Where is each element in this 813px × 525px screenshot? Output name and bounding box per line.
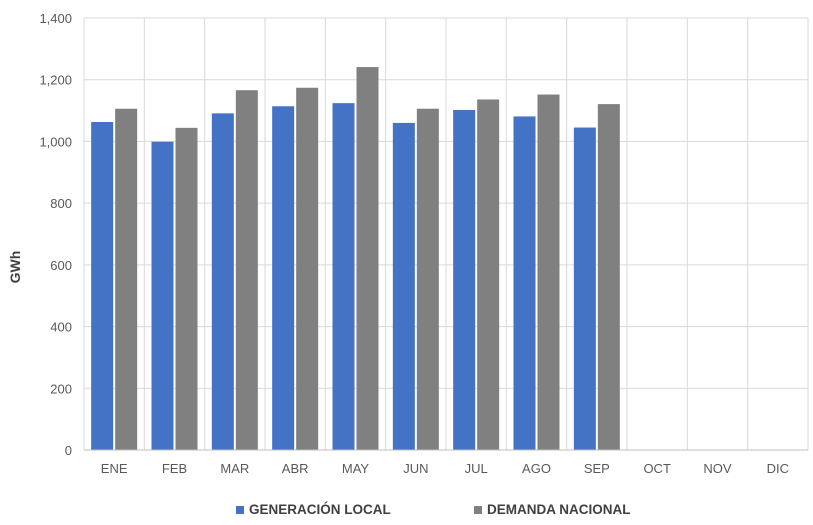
axes: 0 200 400 600 800 1,000 1,200 1,400 ENE FEB MAR ABR… <box>39 11 808 476</box>
y-tick-label: 1,200 <box>39 73 72 88</box>
legend-swatch <box>474 506 482 514</box>
y-tick-label: 1,400 <box>39 11 72 26</box>
bar-demanda-nacional <box>175 127 198 450</box>
x-tick-label: ABR <box>282 461 309 476</box>
gridlines <box>83 17 809 450</box>
bar-generacion-local <box>513 116 536 450</box>
y-tick-label: 0 <box>65 443 72 458</box>
bar-generacion-local <box>573 127 596 451</box>
bar-demanda-nacional <box>356 67 379 450</box>
bar-demanda-nacional <box>597 104 620 450</box>
bar-generacion-local <box>332 103 355 450</box>
bar-demanda-nacional <box>416 108 439 450</box>
x-tick-label: OCT <box>643 461 671 476</box>
x-tick-label: AGO <box>522 461 551 476</box>
legend-swatch <box>236 506 244 514</box>
bar-demanda-nacional <box>477 99 500 450</box>
x-tick-label: DIC <box>767 461 789 476</box>
y-tick-label: 200 <box>50 381 72 396</box>
y-tick-label: 600 <box>50 258 72 273</box>
legend-label: DEMANDA NACIONAL <box>487 502 631 517</box>
bars <box>91 67 620 451</box>
bar-generacion-local <box>453 109 476 450</box>
bar-generacion-local <box>151 141 174 451</box>
x-tick-label: JUN <box>403 461 428 476</box>
y-tick-label: 1,000 <box>39 134 72 149</box>
bar-demanda-nacional <box>537 94 560 451</box>
x-tick-label: FEB <box>162 461 187 476</box>
bar-generacion-local <box>392 122 415 451</box>
legend: GENERACIÓN LOCAL DEMANDA NACIONAL <box>236 502 631 517</box>
y-axis-label: GWh <box>7 251 23 284</box>
y-tick-label: 800 <box>50 196 72 211</box>
x-tick-label: SEP <box>584 461 610 476</box>
bar-demanda-nacional <box>235 90 258 450</box>
x-tick-label: ENE <box>101 461 128 476</box>
y-tick-label: 400 <box>50 320 72 335</box>
x-tick-label: MAR <box>220 461 249 476</box>
x-tick-label: NOV <box>703 461 732 476</box>
bar-demanda-nacional <box>115 108 138 450</box>
bar-generacion-local <box>211 113 234 450</box>
bar-generacion-local <box>272 106 295 450</box>
x-tick-label: MAY <box>342 461 370 476</box>
legend-label: GENERACIÓN LOCAL <box>249 502 391 517</box>
bar-generacion-local <box>91 121 114 450</box>
x-tick-label: JUL <box>465 461 488 476</box>
bar-demanda-nacional <box>296 87 319 450</box>
